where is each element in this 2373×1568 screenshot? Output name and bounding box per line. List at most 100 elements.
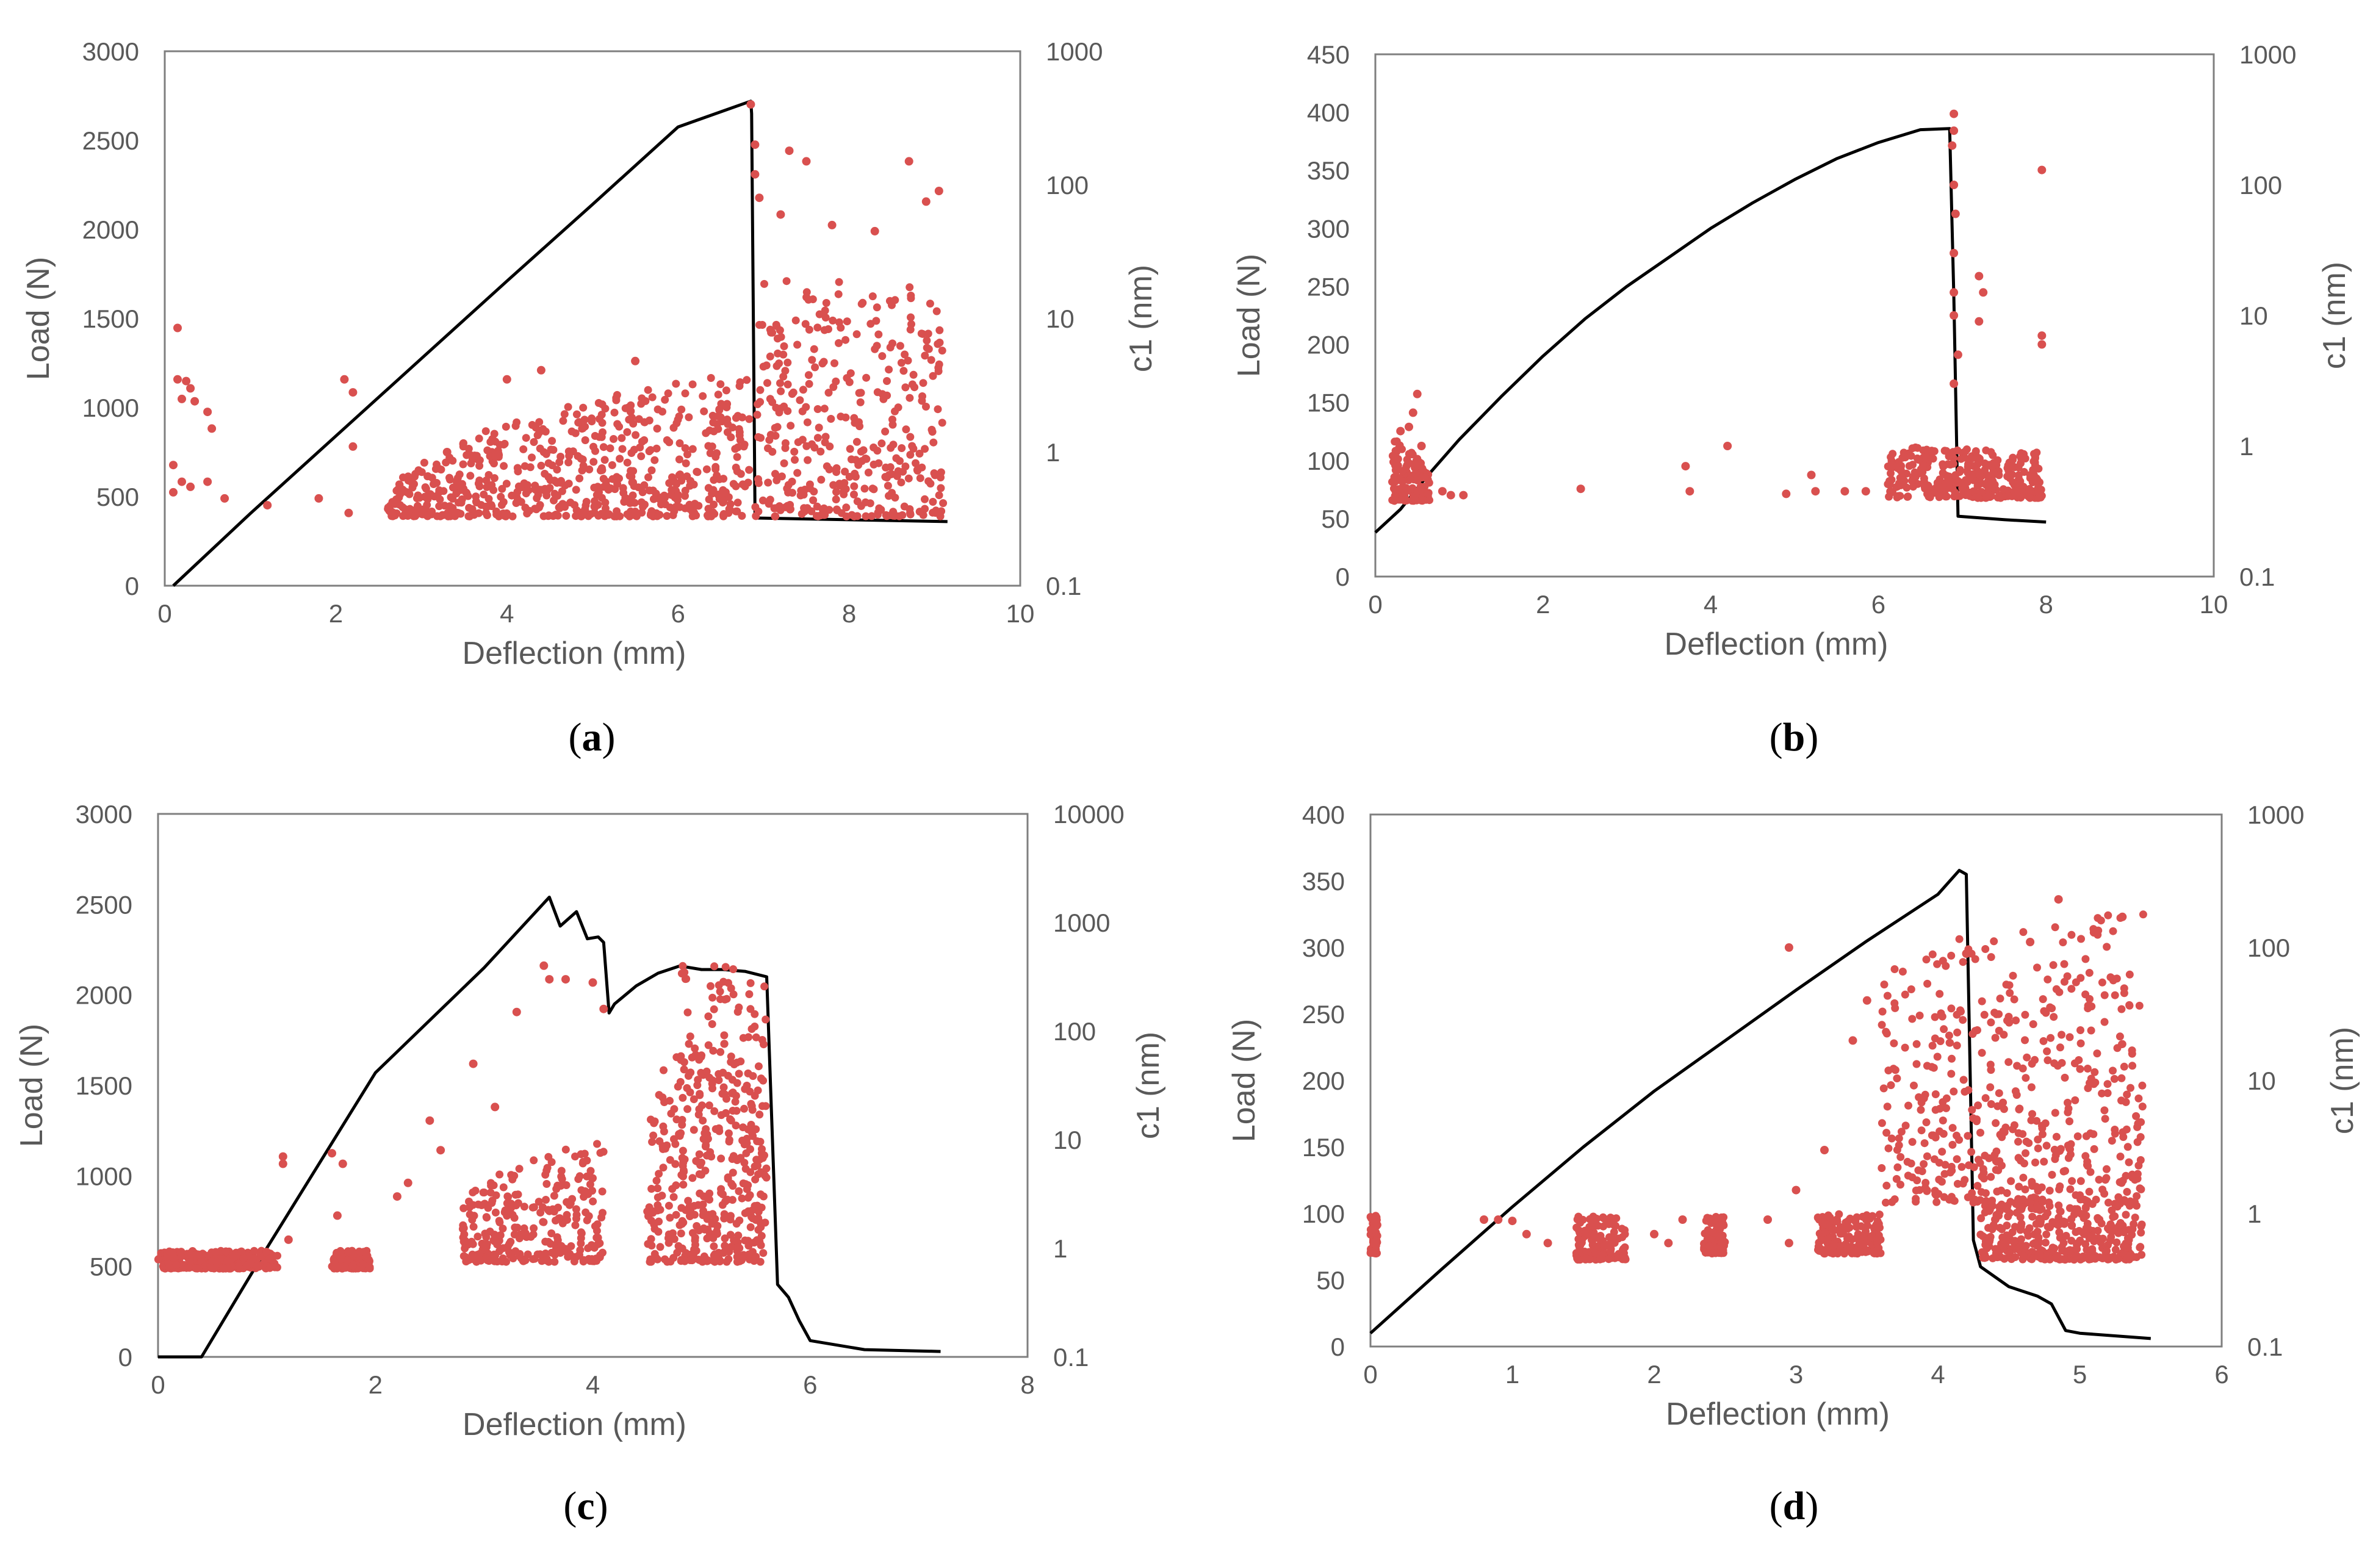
c1-point-c [486,1189,495,1197]
c1-outlier-point-b [1950,109,1959,118]
c1-point-b [1982,446,1990,455]
c1-point-c [742,1149,751,1157]
c1-point-c [547,1158,556,1167]
c1-point-a [519,445,528,453]
c1-point-d [2109,927,2117,935]
c1-point-d [1978,997,1986,1005]
c1-point-c [677,1204,686,1212]
c1-point-d [2007,1177,2015,1185]
c1-point-d [1862,1227,1870,1235]
c1-point-d [2004,1058,2013,1066]
caption-c: (c) [563,1484,608,1528]
c1-point-c [703,1234,711,1243]
c1-point-d [1993,1102,2002,1110]
c1-point-a [813,323,822,332]
c1-point-d [2047,1034,2055,1042]
c1-point-a [850,491,858,498]
c1-point-a [490,474,499,483]
c1-point-d [1922,955,1931,964]
c1-point-a [889,508,898,516]
c1-point-c [691,1044,699,1052]
c1-point-a [648,393,657,401]
c1-point-a [637,452,646,461]
c1-point-d [1912,1060,1921,1068]
c1-point-a [498,484,506,493]
c1-point-a [676,470,684,479]
c1-point-a [585,465,594,473]
c1-point-c [688,1174,697,1182]
c1-point-c [713,1227,721,1235]
y2-axis-title-c: c1 (nm) [1131,1032,1166,1139]
c1-point-a [442,458,450,467]
c1-point-c [738,1194,746,1203]
c1-point-c [726,1115,734,1123]
c1-point-c [757,1223,765,1231]
c1-point-c [717,1154,726,1163]
c1-point-a [938,347,946,355]
plot-area-c [157,813,1029,1358]
c1-point-c [747,1025,756,1033]
load-line-d [1369,869,2151,1340]
c1-point-d [1903,1157,1912,1166]
c1-point-a [859,446,868,455]
y-tick-label-b: 200 [1307,331,1350,359]
c1-point-d [1964,1086,1973,1095]
c1-point-c [583,1216,591,1225]
c1-point-d [2010,1121,2018,1129]
c1-point-d [2108,1137,2116,1145]
y-tick-label-d: 150 [1302,1133,1345,1162]
c1-point-d [2012,1016,2020,1024]
c1-point-a [681,389,690,398]
c1-point-d [1573,1254,1582,1263]
c1-point-c [678,1154,686,1162]
c1-point-d [2076,1039,2085,1048]
c1-point-c [746,1223,755,1231]
c1-outlier-point-c [491,1102,500,1112]
y-tick-label-d: 200 [1302,1066,1345,1095]
c1-outlier-point-c [284,1235,293,1244]
c1-point-a [850,482,859,491]
c1-point-b [1411,461,1420,469]
c1-point-d [1948,1124,1957,1132]
c1-point-a [873,388,882,397]
c1-point-a [669,423,678,432]
x-tick-label-a: 6 [671,599,685,628]
c1-point-a [829,316,837,325]
c1-point-a [754,400,762,408]
c1-point-a [412,511,420,519]
c1-point-a [582,498,591,506]
c1-point-d [1373,1221,1381,1229]
c1-outlier-point-a [751,170,760,179]
c1-point-a [555,458,564,466]
c1-outlier-point-a [186,384,195,393]
c1-point-c [663,1141,671,1149]
c1-point-c [262,1248,271,1256]
c1-point-a [595,488,603,497]
c1-point-d [2115,1228,2123,1236]
c1-outlier-point-d [2089,928,2098,937]
c1-outlier-point-d [1820,1146,1829,1154]
c1-point-a [686,477,694,485]
c1-point-a [652,444,661,453]
c1-point-d [2052,1251,2061,1260]
c1-point-d [1860,1213,1868,1221]
c1-point-b [1978,487,1986,496]
c1-point-c [670,1235,679,1243]
c1-point-a [453,508,461,517]
c1-point-a [921,495,929,503]
c1-outlier-point-a [904,157,913,166]
c1-point-a [813,434,822,442]
c1-point-a [483,446,492,455]
c1-point-d [1942,962,1950,970]
c1-point-d [1609,1215,1618,1223]
c1-point-b [1951,471,1960,480]
c1-point-c [341,1264,350,1272]
c1-point-d [1968,1030,1977,1038]
c1-point-a [430,480,438,488]
c1-point-c [697,1052,705,1061]
c1-point-d [1969,1198,1978,1207]
c1-point-d [2131,1198,2139,1206]
y-tick-label-a: 2000 [82,215,139,244]
c1-point-d [2041,1239,2050,1247]
c1-point-d [2022,1137,2031,1146]
